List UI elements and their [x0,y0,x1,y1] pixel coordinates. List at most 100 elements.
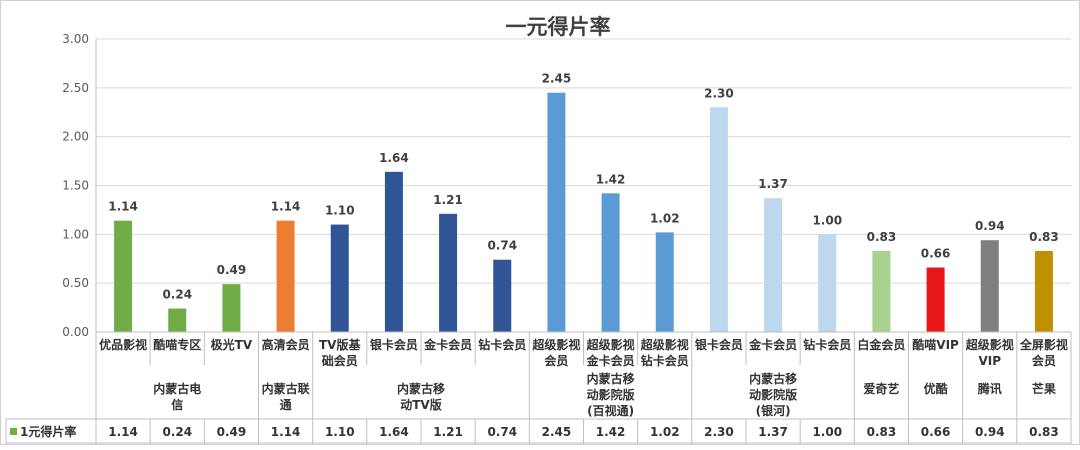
bar [384,171,403,332]
bar [709,107,728,332]
category-label: VIP [978,354,1001,368]
bar [168,308,187,332]
category-label: 钻卡会员 [641,353,689,368]
category-label: 酷喵专区 [153,337,201,352]
bar [601,193,620,332]
bar [818,234,837,332]
y-axis: 0.00 0.50 1.00 1.50 2.00 2.50 3.00 [62,32,89,339]
table-value: 0.24 [162,425,192,439]
data-label: 0.94 [975,219,1005,233]
table-value: 1.14 [271,425,301,439]
group-label: 内蒙古移 [587,371,635,386]
legend-key [10,428,17,435]
y-tick-label: 2.50 [62,81,89,95]
data-label: 0.66 [921,247,951,261]
table-value: 1.37 [758,425,788,439]
group-label: 动TV版 [400,397,441,412]
bar [493,259,512,332]
bar [655,232,674,332]
data-label: 1.14 [271,200,301,214]
table-value: 0.83 [1029,425,1059,439]
table-value: 0.66 [921,425,951,439]
category-label: 超级影视 [965,337,1014,352]
bar [872,250,891,332]
category-label: 银卡会员 [370,337,418,352]
category-label: 会员 [544,353,568,368]
bar [926,267,945,332]
data-label: 1.42 [596,172,626,186]
data-label: 0.49 [217,263,247,277]
table-value: 0.94 [975,425,1005,439]
y-tick-label: 0.50 [62,276,89,290]
table-value: 0.83 [867,425,897,439]
group-label: 内蒙古移 [397,381,445,396]
table-value: 2.30 [704,425,734,439]
bar [980,240,999,332]
group-label: 信 [171,397,183,412]
data-label: 1.10 [325,204,355,218]
data-label: 0.83 [1029,230,1059,244]
table-value: 1.64 [379,425,409,439]
group-label: 内蒙古电 [153,381,201,396]
category-label: 金卡会员 [586,353,635,368]
category-label: 银卡会员 [695,337,743,352]
bar [764,198,783,332]
category-label: 金卡会员 [748,337,797,352]
data-label: 2.45 [542,72,572,86]
category-label: 础会员 [322,353,358,368]
data-label: 0.24 [162,288,192,302]
bar [1034,250,1053,332]
group-label: 动影院版 [587,387,635,402]
category-label: 高清会员 [262,337,310,352]
data-label: 1.02 [650,211,680,225]
group-label: 内蒙古联 [262,381,310,396]
bar [114,220,133,332]
data-label: 1.00 [812,213,842,227]
legend-label: 1元得片率 [20,424,76,439]
category-label: 金卡会员 [423,337,472,352]
bar [276,220,295,332]
bar [547,92,566,332]
gridlines [96,38,1071,333]
data-label: 2.30 [704,86,734,100]
category-label: 超级影视 [586,337,635,352]
y-tick-label: 1.00 [62,227,89,241]
category-label: 超级影视 [640,337,689,352]
table-value: 1.21 [433,425,463,439]
data-label: 0.83 [867,230,897,244]
y-tick-label: 3.00 [62,32,89,46]
data-label: 0.74 [487,239,517,253]
category-label: 全屏影视 [1019,337,1068,352]
table-value: 0.49 [217,425,247,439]
chart-title: 一元得片率 [506,15,611,39]
y-tick-label: 2.00 [62,130,89,144]
bars [114,92,1053,332]
data-labels: 1.14 0.24 0.49 1.14 1.10 1.64 1.21 0.74 2.45 1.42… [108,72,1058,302]
bar [439,213,458,332]
category-label: 会员 [1032,353,1056,368]
category-label: 钻卡会员 [478,337,526,352]
group-label: (百视通) [587,403,634,418]
group-label: 爱奇艺 [863,381,899,396]
group-label: 通 [280,397,292,412]
category-label: 优品影视 [99,337,147,352]
table-value: 1.14 [108,425,138,439]
category-label: 超级影视 [531,337,580,352]
group-label: 内蒙古移 [749,371,797,386]
table-value: 1.00 [812,425,842,439]
bar [222,284,241,332]
group-label: 动影院版 [749,387,797,402]
table-value: 2.45 [542,425,572,439]
bar [330,224,349,332]
group-label: 优酷 [924,381,948,396]
category-label: 极光TV [211,337,253,352]
category-label: TV版基 [319,337,361,352]
group-label: 腾讯 [977,381,1002,396]
data-label: 1.14 [108,200,138,214]
category-label: 钻卡会员 [803,337,851,352]
y-tick-label: 0.00 [62,325,89,339]
group-label: 芒果 [1032,381,1056,396]
